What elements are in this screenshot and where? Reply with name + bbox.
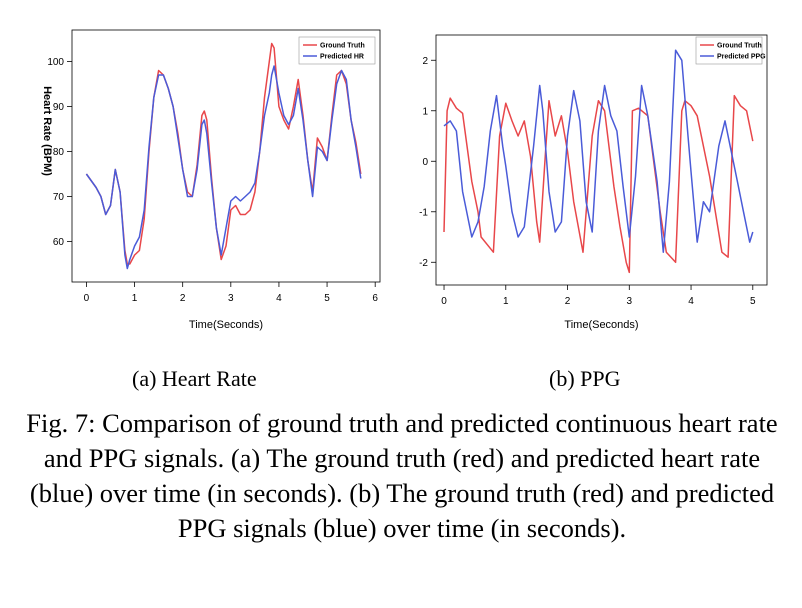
y-tick-label: -2 — [419, 258, 428, 269]
x-tick-label: 5 — [324, 293, 330, 304]
y-tick-label: 60 — [53, 237, 65, 248]
legend-label: Ground Truth — [717, 43, 762, 50]
ppg-chart: 0 1 2 3 4 5 -2 -1 0 1 2 Time(Seconds) Ground Truth Pr… — [419, 34, 768, 331]
x-tick-label: 1 — [132, 293, 138, 304]
x-axis-label: Time(Seconds) — [189, 319, 263, 331]
y-tick-label: 70 — [53, 192, 65, 203]
x-tick-label: 3 — [228, 293, 234, 304]
y-axis-label: Heart Rate (BPM) — [41, 86, 53, 176]
x-tick-label: 0 — [441, 296, 447, 307]
y-tick-label: 80 — [53, 147, 65, 158]
plot-frame — [71, 29, 381, 283]
legend-label: Ground Truth — [320, 43, 365, 50]
x-axis-label: Time(Seconds) — [564, 319, 638, 331]
plot-frame — [435, 34, 768, 286]
legend-label: Predicted HR — [320, 54, 364, 61]
y-tick-label: 100 — [47, 57, 64, 68]
x-tick-label: 6 — [372, 293, 378, 304]
legend: Ground Truth Predicted PPG — [695, 36, 766, 65]
y-tick-label: 0 — [422, 157, 428, 168]
y-tick-label: 1 — [422, 106, 428, 117]
x-tick-label: 1 — [503, 296, 509, 307]
x-tick-label: 2 — [180, 293, 186, 304]
legend-box — [298, 36, 376, 65]
legend-label: Predicted PPG — [717, 54, 766, 61]
x-tick-label: 4 — [688, 296, 694, 307]
series-line-1 — [85, 65, 362, 270]
x-tick-label: 4 — [276, 293, 282, 304]
heart-rate-chart: 0 1 2 3 4 5 6 60 70 80 90 100 Time(Seconds) Heart Rat… — [41, 29, 381, 331]
y-tick-label: -1 — [419, 207, 428, 218]
subcaption-ppg: (b) PPG — [549, 366, 621, 391]
x-tick-label: 3 — [627, 296, 633, 307]
y-tick-label: 90 — [53, 102, 65, 113]
legend: Ground Truth Predicted HR — [298, 36, 376, 65]
x-tick-label: 5 — [750, 296, 756, 307]
x-tick-label: 0 — [84, 293, 90, 304]
series-line-0 — [443, 94, 754, 274]
x-tick-label: 2 — [565, 296, 571, 307]
series-line-1 — [443, 49, 754, 253]
legend-box — [695, 36, 763, 65]
y-tick-label: 2 — [422, 56, 428, 67]
figure-caption: Fig. 7: Comparison of ground truth and p… — [26, 408, 778, 543]
series-line-0 — [85, 42, 362, 265]
subcaption-heart-rate: (a) Heart Rate — [132, 366, 257, 391]
